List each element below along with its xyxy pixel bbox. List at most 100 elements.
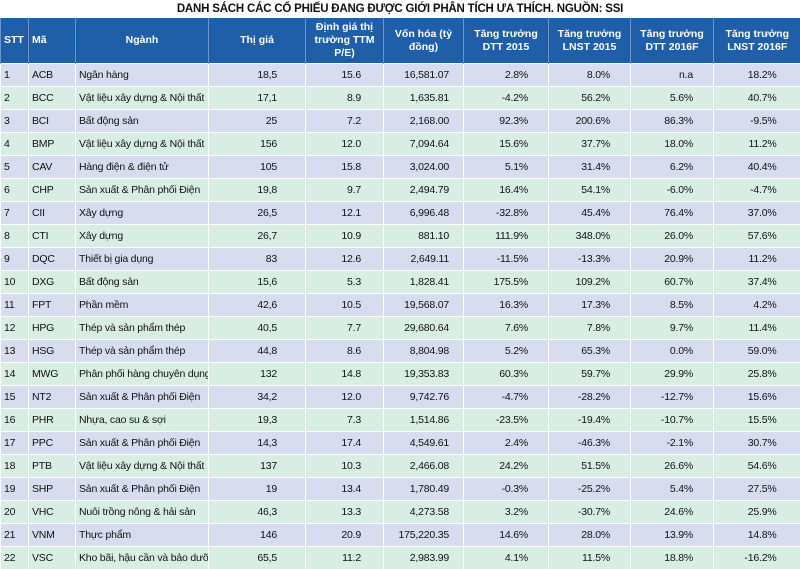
cell: -10.7%: [630, 408, 714, 432]
cell: DQC: [28, 247, 76, 271]
table-row: 7 CII Xây dựng 26,5 12.1 6,996.48 -32.8% 45.4% 7…: [0, 201, 800, 225]
cell: Sản xuất & Phân phối Điện: [75, 431, 209, 455]
cell: 15.5%: [713, 408, 800, 432]
cell: 59.0%: [713, 339, 800, 363]
cell: 44,8: [208, 339, 306, 363]
cell: 175.5%: [463, 270, 549, 294]
cell: Phân phối hàng chuyên dụng: [75, 362, 209, 386]
cell: 19,8: [208, 178, 306, 202]
cell: 16.3%: [463, 293, 549, 317]
cell: 200.6%: [548, 109, 631, 133]
cell: 1,828.41: [383, 270, 464, 294]
cell: 18: [0, 454, 29, 478]
cell: 31.4%: [548, 155, 631, 179]
cell: 16.4%: [463, 178, 549, 202]
cell: 4.1%: [463, 546, 549, 569]
cell: MWG: [28, 362, 76, 386]
cell: 3: [0, 109, 29, 133]
cell: 111.9%: [463, 224, 549, 248]
cell: Sản xuất & Phân phối Điện: [75, 178, 209, 202]
cell: 40,5: [208, 316, 306, 340]
cell: 5.6%: [630, 86, 714, 110]
cell: 4,273.58: [383, 500, 464, 524]
cell: DXG: [28, 270, 76, 294]
cell: 8.9: [305, 86, 384, 110]
cell: 156: [208, 132, 306, 156]
cell: Thép và sản phẩm thép: [75, 339, 209, 363]
column-header: Tăng trưởng DTT 2016F: [630, 18, 714, 64]
cell: -25.2%: [548, 477, 631, 501]
cell: 18.2%: [713, 63, 800, 87]
table-body: 1 ACB Ngân hàng 18,5 15.6 16,581.07 2.8% 8.0% n.…: [0, 63, 800, 569]
cell: Nhựa, cao su & sợi: [75, 408, 209, 432]
cell: 8.6: [305, 339, 384, 363]
cell: 29.9%: [630, 362, 714, 386]
cell: 37.0%: [713, 201, 800, 225]
table-row: 12 HPG Thép và sản phẩm thép 40,5 7.7 29,680.…: [0, 316, 800, 340]
cell: 11.2%: [713, 132, 800, 156]
table-row: 1 ACB Ngân hàng 18,5 15.6 16,581.07 2.8% 8.0% n.…: [0, 63, 800, 87]
cell: 22: [0, 546, 29, 569]
table-row: 10 DXG Bất động sản 15,6 5.3 1,828.41 175.5% 10…: [0, 270, 800, 294]
table-row: 22 VSC Kho bãi, hậu cần và bảo dưỡng 65,5 11…: [0, 546, 800, 569]
cell: 7.7: [305, 316, 384, 340]
cell: -4.7%: [713, 178, 800, 202]
column-header: Mã: [28, 18, 76, 64]
cell: 4: [0, 132, 29, 156]
cell: CII: [28, 201, 76, 225]
cell: -32.8%: [463, 201, 549, 225]
cell: -28.2%: [548, 385, 631, 409]
cell: 13: [0, 339, 29, 363]
cell: 19,353.83: [383, 362, 464, 386]
cell: NT2: [28, 385, 76, 409]
cell: 12.0: [305, 385, 384, 409]
cell: 11.4%: [713, 316, 800, 340]
cell: Vật liệu xây dựng & Nội thất: [75, 454, 209, 478]
column-header: Tăng trưởng LNST 2015: [548, 18, 631, 64]
cell: 2.4%: [463, 431, 549, 455]
cell: 19: [0, 477, 29, 501]
cell: Vật liệu xây dựng & Nội thất: [75, 132, 209, 156]
table-row: 17 PPC Sản xuất & Phân phối Điện 14,3 17.4 4,…: [0, 431, 800, 455]
cell: 8: [0, 224, 29, 248]
table-row: 16 PHR Nhựa, cao su & sợi 19,3 7.3 1,514.86 -2…: [0, 408, 800, 432]
cell: 1,780.49: [383, 477, 464, 501]
column-header: Tăng trưởng LNST 2016F: [713, 18, 800, 64]
table-row: 13 HSG Thép và sản phẩm thép 44,8 8.6 8,804.9…: [0, 339, 800, 363]
cell: 15.8: [305, 155, 384, 179]
cell: 137: [208, 454, 306, 478]
cell: -4.7%: [463, 385, 549, 409]
cell: ACB: [28, 63, 76, 87]
cell: 7: [0, 201, 29, 225]
cell: -30.7%: [548, 500, 631, 524]
cell: 76.4%: [630, 201, 714, 225]
cell: 1,635.81: [383, 86, 464, 110]
cell: 26.6%: [630, 454, 714, 478]
cell: 6,996.48: [383, 201, 464, 225]
cell: 12.0: [305, 132, 384, 156]
table-row: 3 BCI Bất động sản 25 7.2 2,168.00 92.3% 200.6%…: [0, 109, 800, 133]
cell: Ngân hàng: [75, 63, 209, 87]
cell: 2,494.79: [383, 178, 464, 202]
cell: -2.1%: [630, 431, 714, 455]
cell: 11: [0, 293, 29, 317]
cell: 1: [0, 63, 29, 87]
cell: 28.0%: [548, 523, 631, 547]
cell: 2: [0, 86, 29, 110]
cell: 15: [0, 385, 29, 409]
cell: 26,5: [208, 201, 306, 225]
cell: 13.4: [305, 477, 384, 501]
cell: 3.2%: [463, 500, 549, 524]
column-header: Tăng trưởng DTT 2015: [463, 18, 549, 64]
cell: 6: [0, 178, 29, 202]
table-row: 14 MWG Phân phối hàng chuyên dụng 132 14.8 19…: [0, 362, 800, 386]
cell: Thiết bị gia dụng: [75, 247, 209, 271]
cell: 37.4%: [713, 270, 800, 294]
cell: -0.3%: [463, 477, 549, 501]
cell: 4.2%: [713, 293, 800, 317]
cell: PTB: [28, 454, 76, 478]
cell: 12: [0, 316, 29, 340]
cell: 30.7%: [713, 431, 800, 455]
cell: PHR: [28, 408, 76, 432]
cell: 7.3: [305, 408, 384, 432]
